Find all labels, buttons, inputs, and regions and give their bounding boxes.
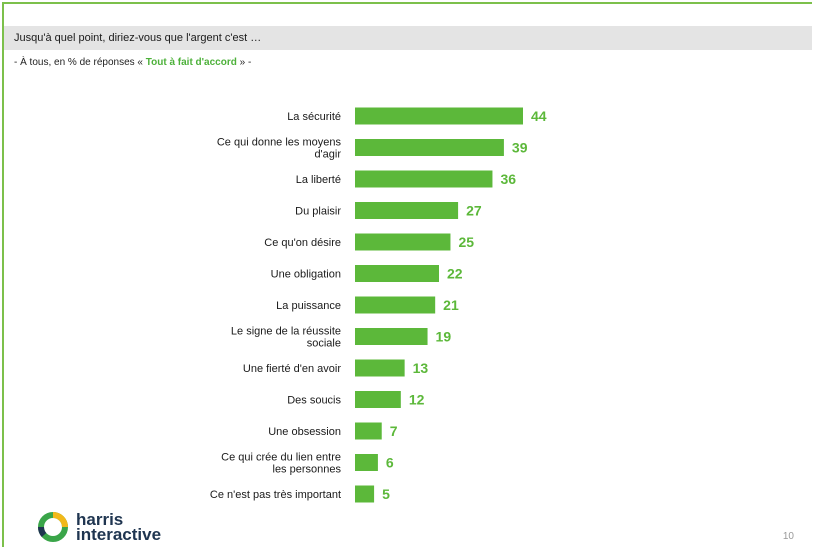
subtitle-highlight: Tout à fait d'accord (145, 57, 237, 68)
value-label-2: 39 (512, 140, 528, 156)
category-label-5: Ce qu'on désire (264, 237, 341, 249)
bar-9 (355, 359, 405, 377)
harris-interactive-logo: harris interactive (36, 510, 161, 544)
category-label-11: Une obsession (268, 426, 341, 438)
category-label-3: La liberté (296, 174, 341, 186)
category-label-10: Des soucis (287, 395, 341, 407)
bar-7 (355, 296, 436, 314)
value-label-1: 44 (531, 108, 547, 124)
bar-1 (355, 107, 523, 125)
category-label-7: La puissance (276, 300, 341, 312)
category-label-13: Ce n'est pas très important (210, 489, 341, 501)
value-label-6: 22 (447, 266, 463, 282)
subtitle-suffix: » - (236, 57, 252, 68)
value-label-4: 27 (466, 203, 482, 219)
question-text: Jusqu'à quel point, diriez-vous que l'ar… (14, 32, 262, 44)
bar-2 (355, 139, 504, 156)
category-label-9: Une fierté d'en avoir (243, 363, 341, 375)
value-label-3: 36 (500, 171, 516, 187)
bar-5 (355, 233, 451, 251)
bar-12 (355, 454, 378, 471)
bar-6 (355, 265, 439, 282)
category-label-1: La sécurité (287, 111, 341, 123)
category-label-6: Une obligation (271, 269, 341, 281)
subtitle: - À tous, en % de réponses « Tout à fait… (14, 57, 251, 68)
value-label-12: 6 (386, 455, 394, 471)
category-label-2: Ce qui donne les moyens d'agir (217, 137, 342, 161)
value-label-10: 12 (409, 392, 425, 408)
value-label-8: 19 (436, 329, 452, 345)
bar-10 (355, 391, 401, 408)
bar-13 (355, 485, 375, 503)
question-header: Jusqu'à quel point, diriez-vous que l'ar… (4, 26, 812, 50)
subtitle-prefix: - À tous, en % de réponses « (14, 57, 146, 68)
bar-4 (355, 202, 459, 219)
category-label-4: Du plaisir (295, 206, 341, 218)
bar-11 (355, 422, 382, 440)
value-label-11: 7 (390, 423, 398, 439)
value-label-13: 5 (382, 486, 390, 502)
category-label-12: Ce qui crée du lien entre les personnes (221, 452, 341, 476)
bar-3 (355, 170, 493, 188)
brand-line-1: harris (76, 510, 124, 529)
harris-logo-icon (37, 512, 68, 542)
value-label-5: 25 (458, 234, 474, 250)
value-label-9: 13 (413, 360, 429, 376)
brand-line-2: interactive (76, 525, 162, 544)
category-label-8: Le signe de la réussite sociale (231, 326, 341, 350)
bar-8 (355, 328, 428, 345)
page-number: 10 (782, 531, 794, 542)
value-label-7: 21 (443, 297, 459, 313)
